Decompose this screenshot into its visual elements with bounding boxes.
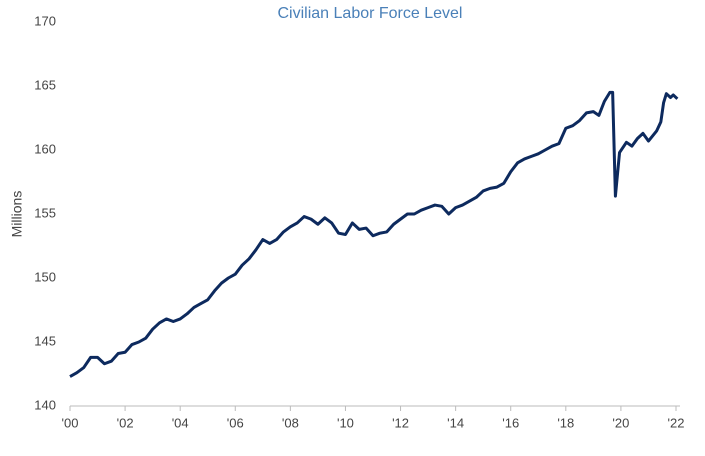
data-line xyxy=(69,90,679,378)
y-tick-label: 150 xyxy=(34,269,56,284)
x-tick-label: '08 xyxy=(282,415,299,430)
y-tick-label: 145 xyxy=(34,333,56,348)
x-tick-label: '16 xyxy=(502,415,519,430)
x-tick-label: '02 xyxy=(117,415,134,430)
chart-title: Civilian Labor Force Level xyxy=(278,5,463,22)
x-tick-label: '18 xyxy=(557,415,574,430)
x-tick-label: '14 xyxy=(447,415,464,430)
y-tick-label: 165 xyxy=(34,77,56,92)
x-tick-label: '04 xyxy=(172,415,189,430)
x-tick-label: '12 xyxy=(392,415,409,430)
x-tick-label: '00 xyxy=(62,415,79,430)
x-tick-label: '20 xyxy=(612,415,629,430)
x-tick-label: '10 xyxy=(337,415,354,430)
x-tick-label: '06 xyxy=(227,415,244,430)
y-tick-label: 155 xyxy=(34,205,56,220)
y-axis-label: Millions xyxy=(9,191,25,238)
y-tick-label: 140 xyxy=(34,397,56,412)
y-tick-label: 160 xyxy=(34,141,56,156)
y-tick-label: 170 xyxy=(34,13,56,28)
x-tick-label: '22 xyxy=(668,415,685,430)
